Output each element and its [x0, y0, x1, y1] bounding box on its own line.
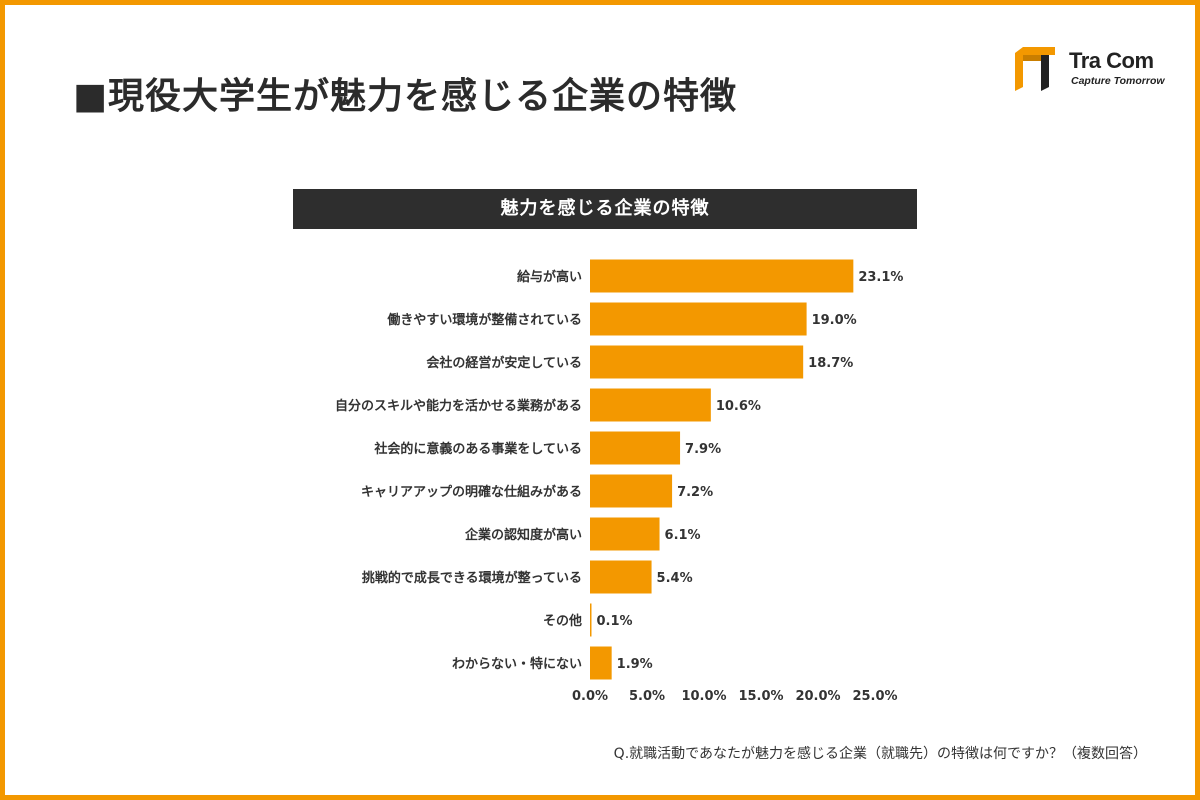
- tracom-logo: Tra Com Capture Tomorrow: [1015, 45, 1175, 91]
- data-label: 1.9%: [617, 657, 653, 672]
- logo-tagline: Capture Tomorrow: [1071, 75, 1165, 87]
- x-tick-label: 15.0%: [738, 689, 783, 704]
- x-tick-label: 25.0%: [852, 689, 897, 704]
- category-label: 社会的に意義のある事業をしている: [373, 441, 582, 457]
- data-label: 7.2%: [677, 485, 713, 500]
- category-label: 給与が高い: [517, 269, 582, 285]
- data-label: 6.1%: [665, 528, 701, 543]
- x-tick-label: 0.0%: [572, 689, 608, 704]
- bar: [590, 431, 681, 465]
- bar: [590, 302, 807, 336]
- category-label: 企業の認知度が高い: [464, 527, 582, 543]
- category-label: その他: [543, 613, 582, 629]
- data-label: 7.9%: [685, 442, 721, 457]
- bar: [590, 345, 804, 379]
- bar: [590, 646, 612, 680]
- bar: [590, 603, 592, 637]
- bar-chart: 給与が高い 23.1% 働きやすい環境が整備されている 19.0% 会社の経営が安定して…: [335, 259, 903, 704]
- bar: [590, 259, 854, 293]
- data-label: 0.1%: [597, 614, 633, 629]
- category-label: わからない・特にない: [452, 656, 582, 672]
- page-title: ■現役大学生が魅力を感じる企業の特徴: [73, 76, 738, 117]
- data-label: 19.0%: [812, 313, 857, 328]
- category-label: 会社の経営が安定している: [426, 355, 582, 371]
- x-tick-label: 5.0%: [629, 689, 665, 704]
- category-label: キャリアアップの明確な仕組みがある: [361, 484, 582, 500]
- category-label: 挑戦的で成長できる環境が整っている: [362, 570, 582, 586]
- category-label: 自分のスキルや能力を活かせる業務がある: [335, 398, 582, 414]
- data-label: 10.6%: [716, 399, 761, 414]
- bar: [590, 517, 660, 551]
- bar: [590, 474, 673, 508]
- x-tick-label: 20.0%: [795, 689, 840, 704]
- survey-question-footnote: Q.就職活動であなたが魅力を感じる企業（就職先）の特徴は何ですか？（複数回答）: [613, 746, 1147, 762]
- x-tick-label: 10.0%: [681, 689, 726, 704]
- chart-header: 魅力を感じる企業の特徴: [293, 189, 917, 229]
- category-label: 働きやすい環境が整備されている: [386, 312, 582, 328]
- bar: [590, 388, 711, 422]
- data-label: 18.7%: [808, 356, 853, 371]
- data-label: 23.1%: [858, 270, 903, 285]
- tracom-logo-mark-icon: [1015, 47, 1055, 91]
- logo-name: Tra Com: [1069, 48, 1154, 73]
- data-label: 5.4%: [657, 571, 693, 586]
- bar: [590, 560, 652, 594]
